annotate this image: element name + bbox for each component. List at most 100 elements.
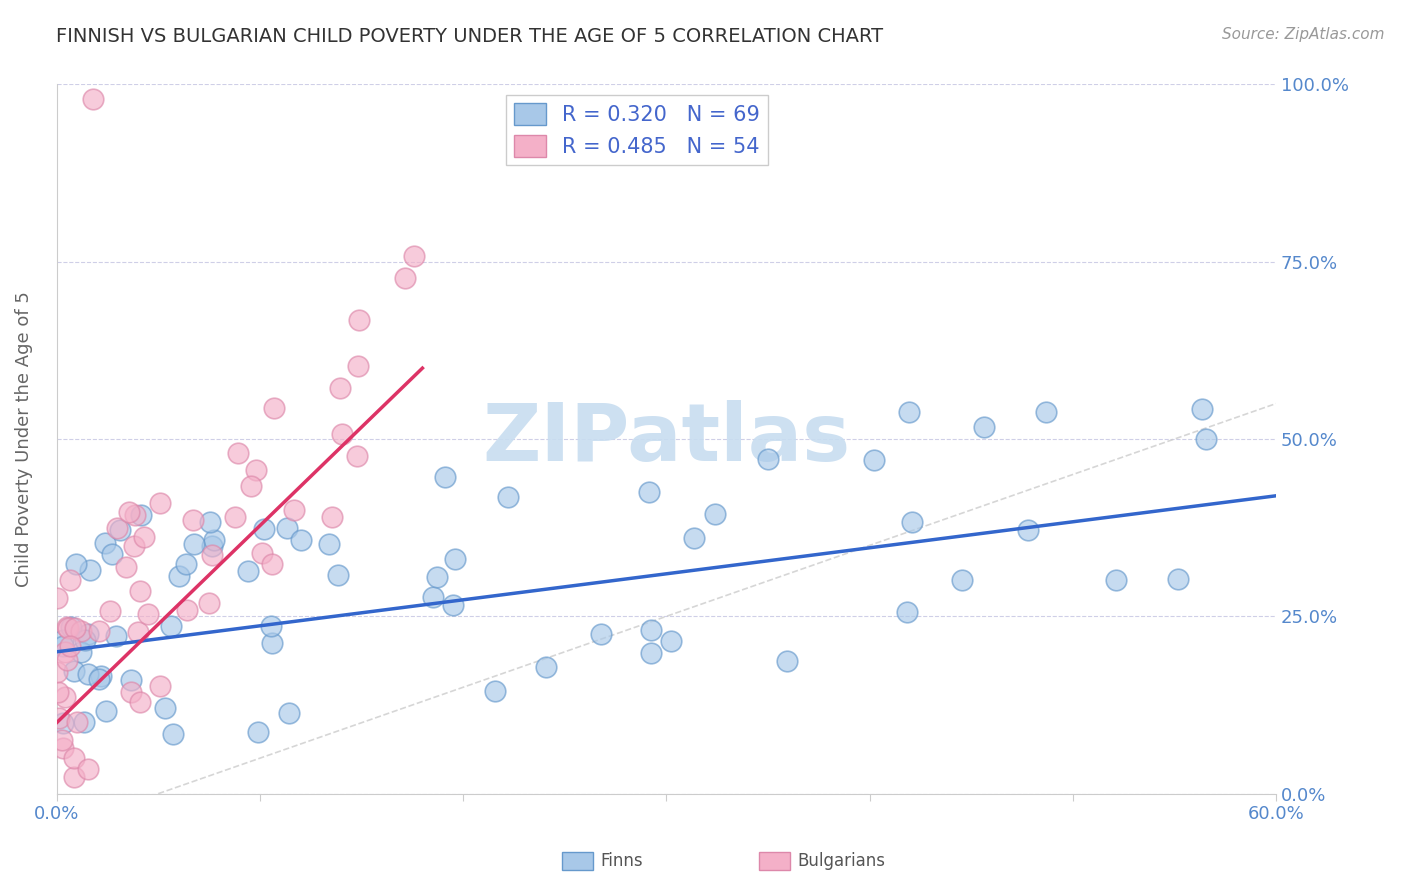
Point xyxy=(63,664,86,678)
Point xyxy=(250,545,273,559)
Point xyxy=(89,624,111,639)
Point xyxy=(183,536,205,550)
Point xyxy=(101,547,124,561)
Point xyxy=(108,523,131,537)
Point xyxy=(198,596,221,610)
Point xyxy=(534,659,557,673)
Point xyxy=(484,684,506,698)
Point xyxy=(226,446,249,460)
Point xyxy=(404,249,426,263)
Point xyxy=(77,626,100,640)
Point xyxy=(224,509,246,524)
Point xyxy=(1195,432,1218,446)
Point xyxy=(105,629,128,643)
Point xyxy=(159,619,181,633)
Point xyxy=(63,770,86,784)
Point xyxy=(56,653,79,667)
Point xyxy=(65,557,87,571)
Point xyxy=(94,704,117,718)
Point xyxy=(167,568,190,582)
Point xyxy=(328,567,350,582)
Point xyxy=(82,92,104,106)
Point xyxy=(90,669,112,683)
Point xyxy=(149,496,172,510)
Point xyxy=(775,654,797,668)
Point xyxy=(591,627,613,641)
Point xyxy=(659,634,682,648)
Point xyxy=(443,551,465,566)
Point xyxy=(66,715,89,730)
Point xyxy=(56,621,79,635)
Text: Bulgarians: Bulgarians xyxy=(797,852,886,870)
Point xyxy=(704,507,727,521)
Point xyxy=(1167,573,1189,587)
Point xyxy=(640,623,662,637)
Point xyxy=(1191,401,1213,416)
Point xyxy=(128,584,150,599)
Point xyxy=(240,479,263,493)
Point xyxy=(245,463,267,477)
Point xyxy=(898,405,921,419)
Point xyxy=(93,536,115,550)
Y-axis label: Child Poverty Under the Age of 5: Child Poverty Under the Age of 5 xyxy=(15,291,32,587)
Text: FINNISH VS BULGARIAN CHILD POVERTY UNDER THE AGE OF 5 CORRELATION CHART: FINNISH VS BULGARIAN CHILD POVERTY UNDER… xyxy=(56,27,883,45)
Point xyxy=(52,741,75,756)
Point xyxy=(434,470,457,484)
Point xyxy=(422,591,444,605)
Point xyxy=(65,621,87,635)
Text: Finns: Finns xyxy=(600,852,643,870)
Point xyxy=(46,685,69,699)
Point xyxy=(75,633,97,648)
Point xyxy=(70,645,93,659)
Point xyxy=(87,672,110,686)
Point xyxy=(46,665,69,680)
Point xyxy=(426,570,449,584)
Point xyxy=(973,420,995,434)
Point xyxy=(238,564,260,578)
Point xyxy=(329,381,352,395)
Point xyxy=(115,560,138,574)
Point xyxy=(276,521,298,535)
Point xyxy=(1104,573,1126,587)
Point xyxy=(76,762,98,776)
Point xyxy=(79,563,101,577)
Point xyxy=(118,506,141,520)
Point xyxy=(77,666,100,681)
Point xyxy=(53,645,76,659)
Point xyxy=(278,706,301,720)
Point xyxy=(346,449,368,463)
Point xyxy=(253,522,276,536)
Text: Source: ZipAtlas.com: Source: ZipAtlas.com xyxy=(1222,27,1385,42)
Point xyxy=(100,604,122,618)
Point xyxy=(124,508,146,522)
Point xyxy=(132,530,155,544)
Point xyxy=(73,715,96,730)
Point xyxy=(638,484,661,499)
Text: ZIPatlas: ZIPatlas xyxy=(482,400,851,478)
Point xyxy=(330,426,353,441)
Point xyxy=(46,591,69,606)
Point xyxy=(262,558,284,572)
Point xyxy=(51,732,73,747)
Point xyxy=(283,503,305,517)
Point xyxy=(349,313,371,327)
Point xyxy=(176,603,198,617)
Point xyxy=(290,533,312,547)
Point xyxy=(120,673,142,688)
Point xyxy=(321,509,343,524)
Point xyxy=(70,624,93,639)
Point xyxy=(149,679,172,693)
Point xyxy=(247,724,270,739)
Point xyxy=(52,633,75,648)
Point xyxy=(756,451,779,466)
Point xyxy=(129,695,152,709)
Point xyxy=(347,359,370,374)
Point xyxy=(56,620,79,634)
Point xyxy=(496,491,519,505)
Point xyxy=(201,539,224,553)
Point xyxy=(174,558,197,572)
Point xyxy=(136,607,159,621)
Point xyxy=(1035,404,1057,418)
Point xyxy=(52,716,75,731)
Point xyxy=(127,625,149,640)
